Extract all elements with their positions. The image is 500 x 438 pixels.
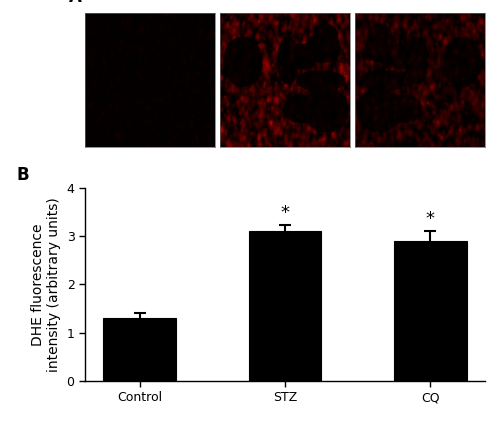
Text: B: B (17, 166, 29, 184)
Text: *: * (280, 204, 289, 222)
Y-axis label: DHE fluorescence
intensity (arbitrary units): DHE fluorescence intensity (arbitrary un… (31, 197, 61, 372)
Text: *: * (426, 210, 435, 228)
Bar (248, 231, 322, 381)
Bar (394, 241, 467, 381)
Text: A: A (70, 0, 82, 7)
Bar (103, 318, 176, 381)
